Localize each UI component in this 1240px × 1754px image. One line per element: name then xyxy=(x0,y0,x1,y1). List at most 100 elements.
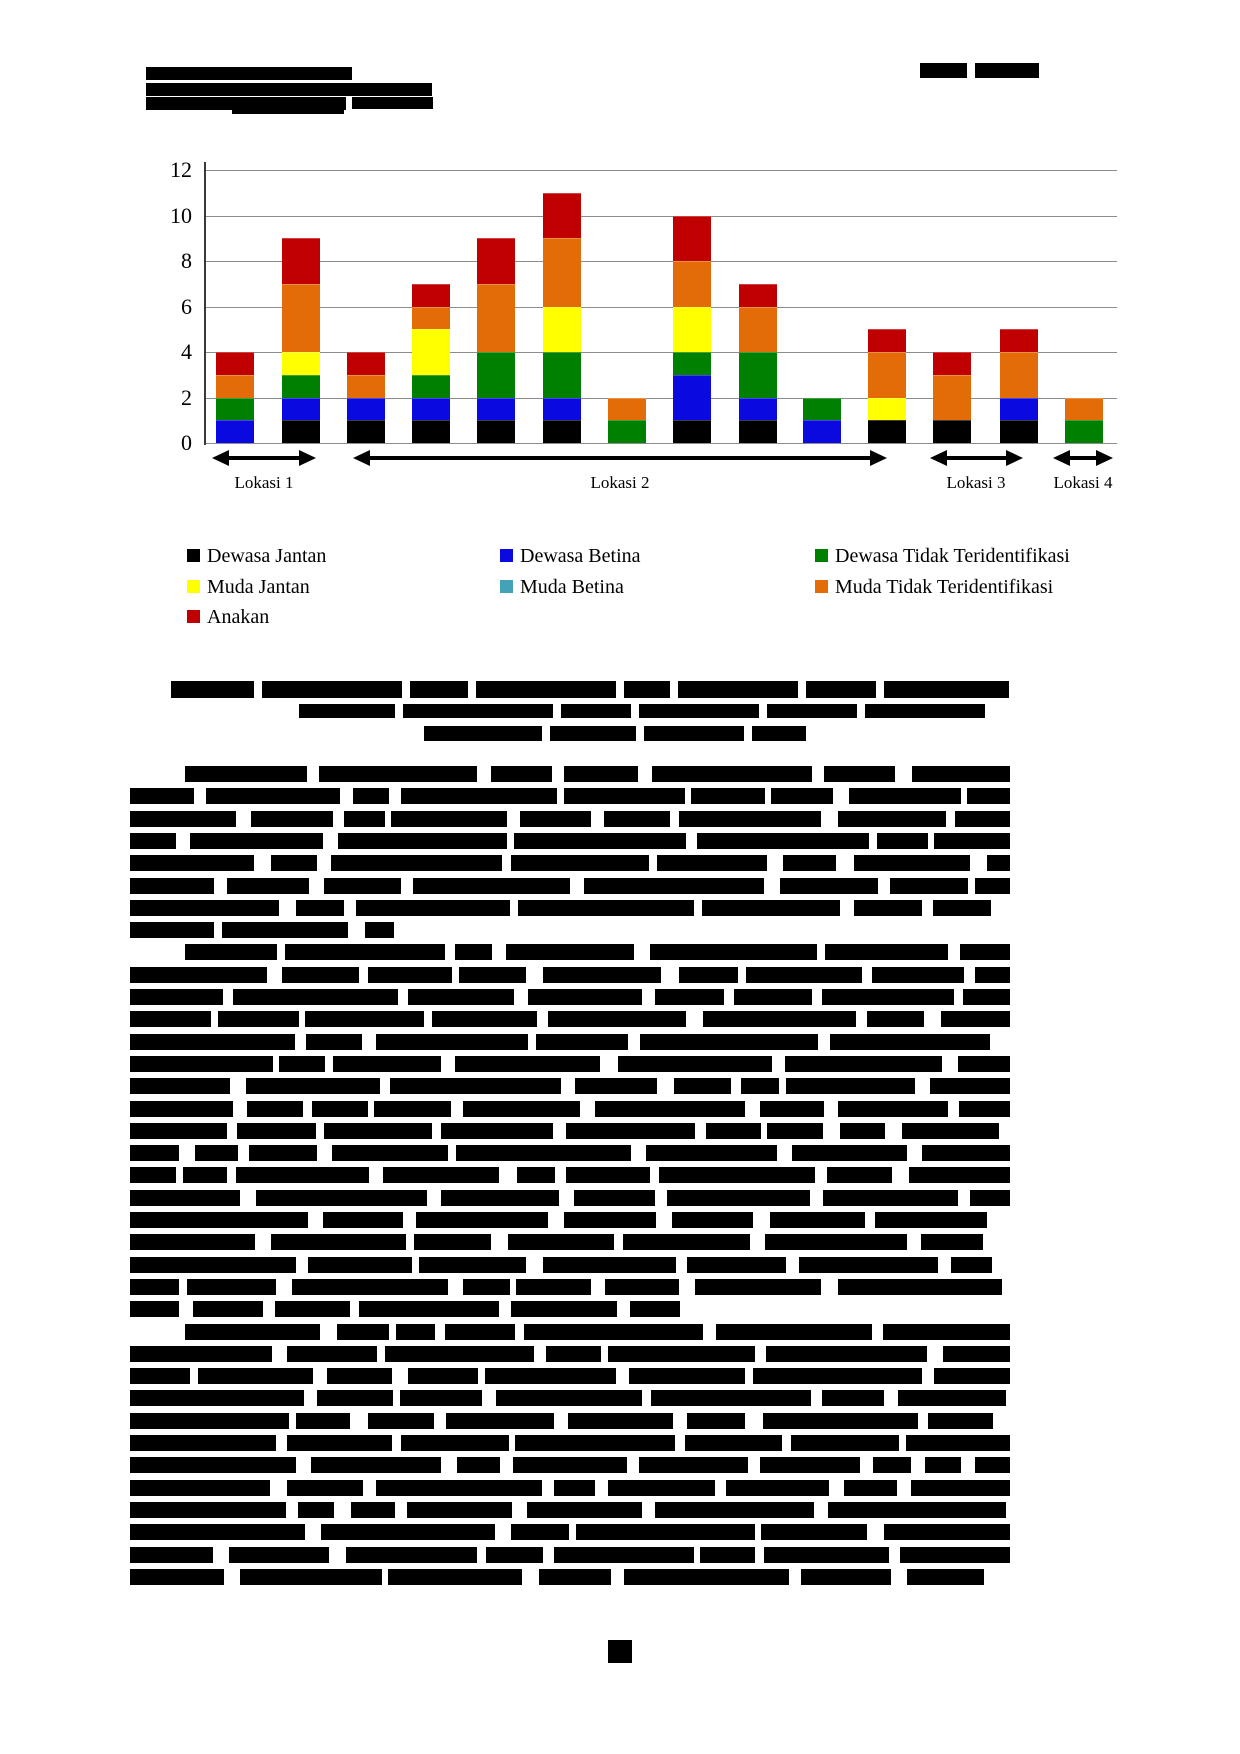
redacted-text-segment xyxy=(853,855,971,872)
redacted-text-segment xyxy=(388,1568,523,1585)
redacted-text-segment xyxy=(872,966,965,983)
redacted-text-segment xyxy=(456,1457,500,1474)
redacted-text-segment xyxy=(785,1055,942,1072)
redacted-text-segment xyxy=(837,810,947,827)
redacted-text-segment xyxy=(882,1323,1010,1340)
location-label: Lokasi 1 xyxy=(234,473,294,492)
arrow-head-right-icon xyxy=(299,450,316,466)
redacted-text-segment xyxy=(629,1301,681,1318)
arrow-head-left-icon xyxy=(212,450,229,466)
redacted-text-segment xyxy=(726,1479,830,1496)
redacted-text-segment xyxy=(496,1390,642,1407)
bar-segment-anakan xyxy=(739,283,777,307)
redacted-text-segment xyxy=(399,1390,482,1407)
redacted-text-segment xyxy=(640,1033,819,1050)
redacted-text-segment xyxy=(899,1546,1010,1563)
redacted-text-segment xyxy=(639,1457,749,1474)
bar-segment-muda-tidak-teridentifikasi xyxy=(739,306,777,352)
redacted-text-segment xyxy=(966,788,1010,805)
redacted-text-segment xyxy=(563,766,639,782)
redacted-text-segment xyxy=(359,1301,499,1318)
redacted-text-segment xyxy=(874,1212,987,1228)
redacted-text-segment xyxy=(316,1390,393,1407)
legend-label: Dewasa Betina xyxy=(520,545,641,567)
redacted-text-segment xyxy=(604,810,670,827)
legend-label: Muda Betina xyxy=(520,576,624,598)
redacted-text-segment xyxy=(760,1457,861,1474)
legend-swatch-anakan xyxy=(187,610,200,623)
redacted-page-number xyxy=(608,1640,632,1663)
bar-segment-dewasa-jantan xyxy=(412,420,450,443)
redacted-text-segment xyxy=(407,989,515,1005)
redacted-text-segment xyxy=(546,1345,602,1362)
arrow-shaft xyxy=(1065,456,1101,460)
redacted-text-segment xyxy=(655,1501,814,1518)
redacted-text-segment xyxy=(130,1301,180,1318)
redacted-text-segment xyxy=(928,1412,994,1429)
y-axis-tick-label: 2 xyxy=(181,384,192,410)
redacted-text-segment xyxy=(274,1301,350,1318)
redacted-text-segment xyxy=(940,1011,1010,1028)
redacted-text-segment xyxy=(441,1122,554,1139)
redacted-text-segment xyxy=(256,1189,428,1206)
redacted-text-segment xyxy=(130,966,268,983)
redacted-text-segment xyxy=(686,1256,786,1273)
redacted-text-segment xyxy=(524,1323,703,1340)
bar-segment-dewasa-betina xyxy=(477,397,515,421)
redacted-text-segment xyxy=(130,877,214,894)
redacted-text-segment xyxy=(553,1546,694,1563)
redacted-caption-segment xyxy=(262,681,402,698)
redacted-header-left-block xyxy=(232,110,344,114)
redacted-text-segment xyxy=(130,1212,308,1228)
redacted-text-segment xyxy=(485,1368,616,1385)
arrow-head-right-icon xyxy=(1006,450,1023,466)
redacted-text-segment xyxy=(291,1278,449,1295)
redacted-text-segment xyxy=(281,966,360,983)
redacted-text-segment xyxy=(959,944,1010,961)
redacted-text-segment xyxy=(873,1457,911,1474)
redacted-text-segment xyxy=(130,899,279,916)
redacted-text-segment xyxy=(287,1479,363,1496)
redacted-text-segment xyxy=(414,1234,491,1251)
bar-segment-dewasa-jantan xyxy=(933,420,971,443)
y-axis-tick-label: 8 xyxy=(181,248,192,273)
redacted-text-segment xyxy=(248,1145,318,1162)
redacted-text-segment xyxy=(608,1479,715,1496)
redacted-text-segment xyxy=(391,810,507,827)
bar-segment-dewasa-jantan xyxy=(543,420,581,443)
redacted-text-segment xyxy=(517,899,694,916)
bar-segment-muda-tidak-teridentifikasi xyxy=(1000,352,1038,398)
redacted-text-segment xyxy=(295,899,345,916)
redacted-text-segment xyxy=(510,1301,617,1318)
redacted-text-segment xyxy=(822,989,955,1005)
redacted-text-segment xyxy=(232,989,398,1005)
redacted-text-segment xyxy=(608,1345,756,1362)
bar-segment-anakan xyxy=(412,283,450,307)
redacted-text-segment xyxy=(198,1368,314,1385)
redacted-text-segment xyxy=(130,1256,296,1273)
redacted-text-segment xyxy=(130,1501,286,1518)
bar-segment-dewasa-tidak-teridentifikasi xyxy=(803,397,841,421)
redacted-text-segment xyxy=(320,1524,495,1541)
redacted-text-segment xyxy=(508,1234,614,1251)
redacted-text-segment xyxy=(332,1055,441,1072)
redacted-caption-segment xyxy=(299,704,395,718)
redacted-text-segment xyxy=(310,1457,442,1474)
redacted-text-segment xyxy=(130,1100,233,1117)
redacted-text-segment xyxy=(331,1145,449,1162)
bar-segment-muda-tidak-teridentifikasi xyxy=(608,397,646,421)
bar-segment-muda-tidak-teridentifikasi xyxy=(543,238,581,307)
redacted-text-segment xyxy=(318,766,478,782)
redacted-text-segment xyxy=(432,1011,538,1028)
redacted-caption-segment xyxy=(767,704,857,718)
redacted-text-segment xyxy=(542,1256,676,1273)
redacted-text-segment xyxy=(883,1524,1010,1541)
redacted-text-segment xyxy=(651,766,813,782)
legend-label: Muda Jantan xyxy=(207,576,310,598)
redacted-text-segment xyxy=(239,1568,383,1585)
redacted-text-segment xyxy=(401,1435,509,1451)
bar-segment-dewasa-tidak-teridentifikasi xyxy=(1065,420,1103,443)
redacted-text-segment xyxy=(565,1122,695,1139)
redacted-text-segment xyxy=(950,1256,992,1273)
redacted-header-right-block xyxy=(975,63,1039,78)
